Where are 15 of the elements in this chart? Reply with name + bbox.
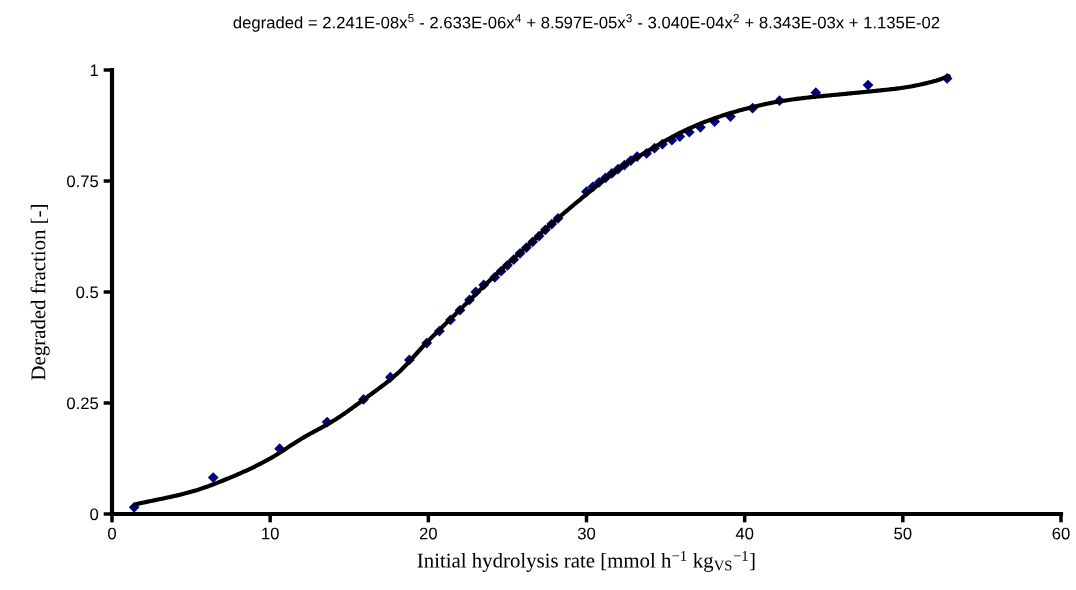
x-tick-label: 60 [1052,527,1070,540]
x-tick-label: 10 [262,527,279,540]
x-tick-label: 20 [419,527,437,540]
x-tick-label: 0 [108,527,116,540]
x-tick-label: 30 [577,527,596,540]
y-tick-label: 0.75 [67,175,99,188]
x-tick-label: 40 [735,527,754,540]
y-tick-label: 0.5 [76,286,99,299]
y-tick-label: 1 [90,64,98,77]
y-tick-label: 0 [90,508,99,521]
x-tick-label: 50 [894,527,912,540]
y-axis-title: Degraded fraction [-] [30,205,50,380]
y-tick-label: 0.25 [67,397,99,410]
x-axis-title: Initial hydrolysis rate [mmol h$^{−1}$ kg$_{VS}$$^{−1}$] [417,551,755,572]
chart-title: degraded = 2.241E-08x$^{5}$ - 2.633E-06x$^{4}$ + 8.597E-05x$^{3}$ - 3.040E-04x$^{2}$ + 8.343E-03x + 1.135E-02 [233,14,940,32]
